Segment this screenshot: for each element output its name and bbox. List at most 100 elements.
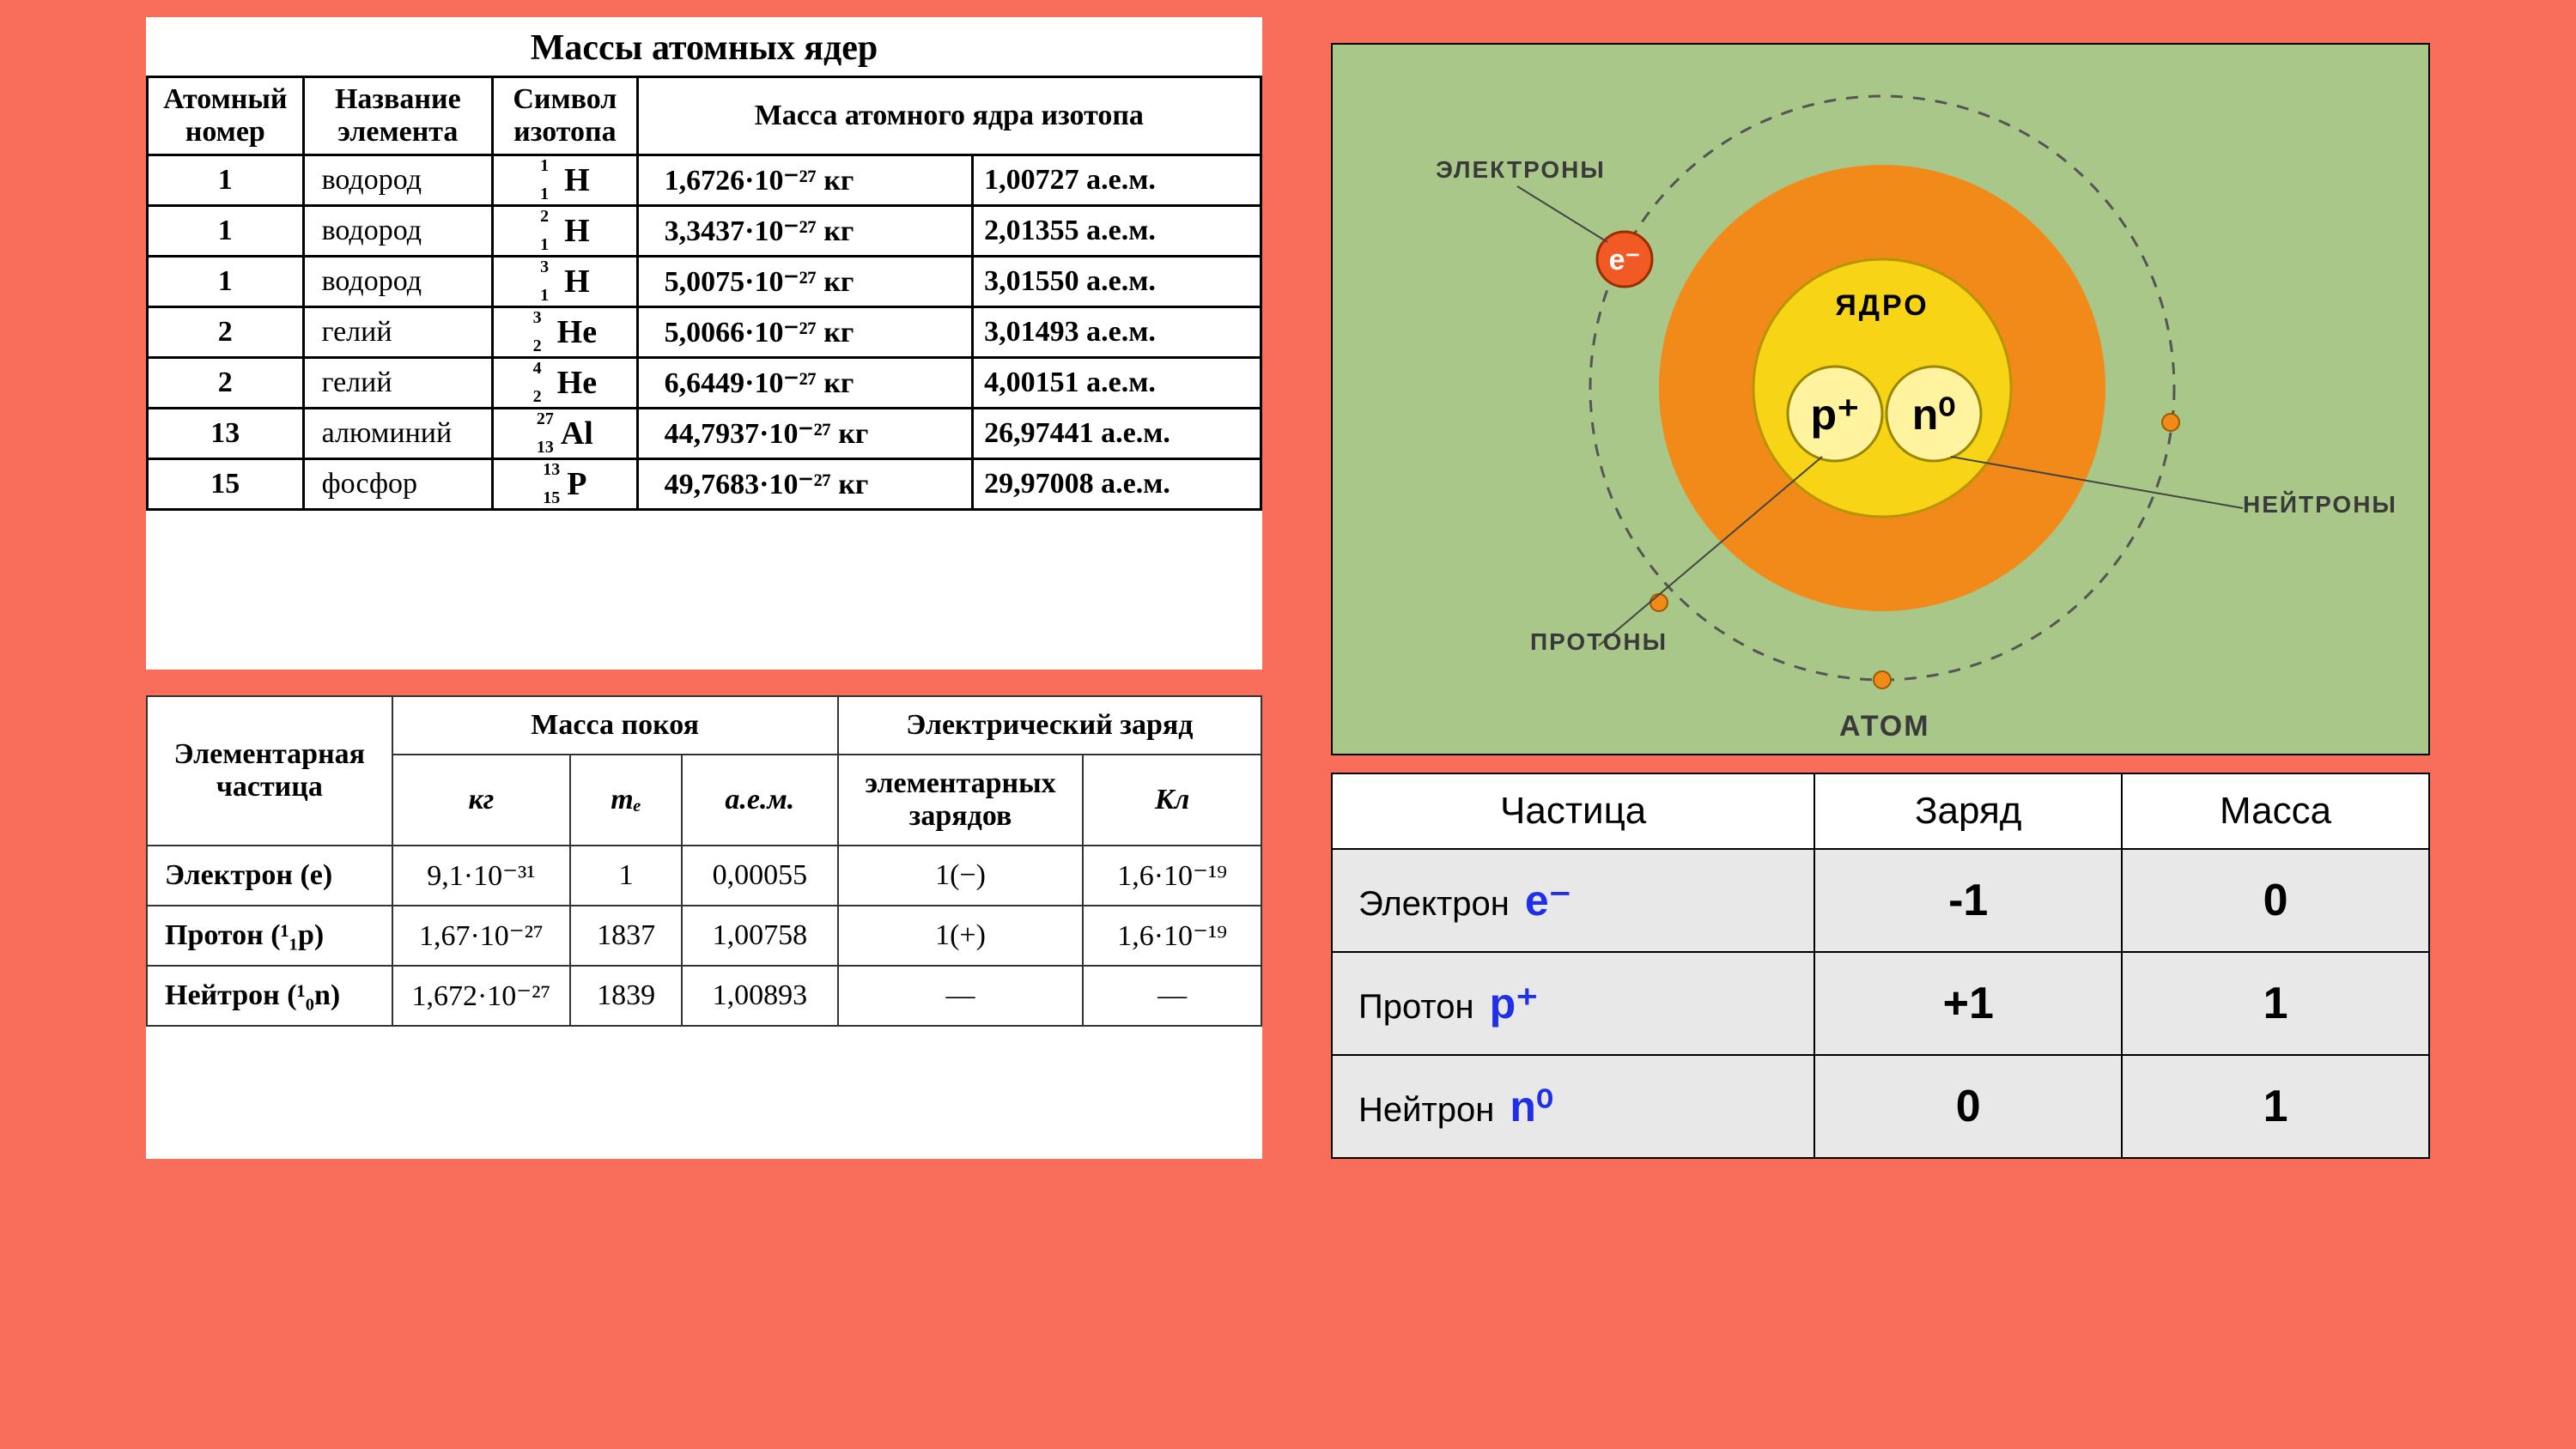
t1-name: фосфор [303, 459, 492, 510]
t1-sym: 1315P [493, 459, 638, 510]
t2-kl: — [1083, 966, 1261, 1026]
t1-name: водород [303, 257, 492, 307]
table-row: 2гелий42He6,6449·10⁻²⁷ кг4,00151 а.е.м. [148, 358, 1261, 409]
t3-mass: 1 [2122, 1055, 2429, 1158]
t1-kg: 3,3437·10⁻²⁷ кг [637, 206, 972, 257]
neutrons-text: НЕЙТРОНЫ [2243, 491, 2397, 518]
t2-kg: 1,672·10⁻²⁷ [392, 966, 571, 1026]
atom-diagram-panel: p⁺ n⁰ ЯДРО e⁻ ЭЛЕКТРОНЫ ПРОТОНЫ НЕЙТРОНЫ… [1331, 43, 2430, 755]
t1-sym: 21H [493, 206, 638, 257]
t2-h2b: mₑ [570, 755, 682, 846]
t1-aem: 2,01355 а.е.м. [973, 206, 1261, 257]
elementary-particles-panel: Элементарная частица Масса покоя Электри… [146, 695, 1262, 1159]
t1-num: 2 [148, 307, 304, 358]
t3-mass: 1 [2122, 952, 2429, 1055]
t3-name: Протонp⁺ [1332, 952, 1814, 1055]
t1-kg: 44,7937·10⁻²⁷ кг [637, 409, 972, 459]
t1-aem: 4,00151 а.е.м. [973, 358, 1261, 409]
nuclei-table-title: Массы атомных ядер [146, 17, 1262, 76]
t3-h1: Частица [1332, 773, 1814, 849]
electrons-text: ЭЛЕКТРОНЫ [1436, 156, 1606, 184]
t1-kg: 5,0066·10⁻²⁷ кг [637, 307, 972, 358]
t1-kg: 5,0075·10⁻²⁷ кг [637, 257, 972, 307]
particle-charge-mass-panel: Частица Заряд Масса Электронe⁻-10Протонp… [1331, 773, 2430, 1159]
nucleus-label: ЯДРО [1835, 289, 1929, 322]
t2-kg: 1,67·10⁻²⁷ [392, 906, 571, 966]
t1-num: 13 [148, 409, 304, 459]
t2-name: Электрон (e) [147, 846, 392, 906]
t1-num: 1 [148, 155, 304, 206]
t2-h3a: элементарных зарядов [838, 755, 1084, 846]
table-row: 1водород11H1,6726·10⁻²⁷ кг1,00727 а.е.м. [148, 155, 1261, 206]
t2-name: Протон (¹₁p) [147, 906, 392, 966]
t1-h3: Символ изотопа [493, 77, 638, 155]
t2-me: 1839 [570, 966, 682, 1026]
t2-me: 1837 [570, 906, 682, 966]
atom-diagram-svg: p⁺ n⁰ ЯДРО e⁻ [1333, 45, 2432, 757]
proton-label: p⁺ [1811, 391, 1860, 439]
t2-kg: 9,1·10⁻³¹ [392, 846, 571, 906]
t2-h2c: а.е.м. [682, 755, 838, 846]
t1-aem: 3,01493 а.е.м. [973, 307, 1261, 358]
t2-name: Нейтрон (¹₀n) [147, 966, 392, 1026]
t1-aem: 1,00727 а.е.м. [973, 155, 1261, 206]
t1-kg: 49,7683·10⁻²⁷ кг [637, 459, 972, 510]
table-row: Электрон (e)9,1·10⁻³¹10,000551(−)1,6·10⁻… [147, 846, 1261, 906]
t1-sym: 32He [493, 307, 638, 358]
t2-q: — [838, 966, 1084, 1026]
t3-charge: 0 [1814, 1055, 2122, 1158]
particle-charge-mass-table: Частица Заряд Масса Электронe⁻-10Протонp… [1331, 773, 2430, 1159]
table-row: Нейтронn⁰01 [1332, 1055, 2429, 1158]
t2-aem: 1,00893 [682, 966, 838, 1026]
t1-aem: 3,01550 а.е.м. [973, 257, 1261, 307]
t2-aem: 0,00055 [682, 846, 838, 906]
table-row: 13алюминий2713Al44,7937·10⁻²⁷ кг26,97441… [148, 409, 1261, 459]
electron-1-label: e⁻ [1609, 244, 1641, 276]
nuclei-mass-table: Атомный номер Название элемента Символ и… [146, 76, 1262, 511]
t3-charge: -1 [1814, 849, 2122, 952]
table-row: Протонp⁺+11 [1332, 952, 2429, 1055]
protons-text: ПРОТОНЫ [1530, 628, 1668, 656]
t1-num: 1 [148, 206, 304, 257]
atom-text: АТОМ [1839, 710, 1930, 743]
t1-h4: Масса атомного ядра изотопа [637, 77, 1261, 155]
table-row: Электронe⁻-10 [1332, 849, 2429, 952]
t1-h2: Название элемента [303, 77, 492, 155]
t1-kg: 6,6449·10⁻²⁷ кг [637, 358, 972, 409]
table-row: 1водород31H5,0075·10⁻²⁷ кг3,01550 а.е.м. [148, 257, 1261, 307]
t2-h1: Элементарная частица [147, 696, 392, 846]
t3-h2: Заряд [1814, 773, 2122, 849]
t1-num: 15 [148, 459, 304, 510]
nuclei-mass-table-panel: Массы атомных ядер Атомный номер Названи… [146, 17, 1262, 670]
elementary-particles-table: Элементарная частица Масса покоя Электри… [146, 695, 1262, 1027]
table-row: Протон (¹₁p)1,67·10⁻²⁷18371,007581(+)1,6… [147, 906, 1261, 966]
t3-charge: +1 [1814, 952, 2122, 1055]
table-row: 1водород21H3,3437·10⁻²⁷ кг2,01355 а.е.м. [148, 206, 1261, 257]
t1-name: водород [303, 206, 492, 257]
t1-sym: 2713Al [493, 409, 638, 459]
t2-me: 1 [570, 846, 682, 906]
t1-sym: 42He [493, 358, 638, 409]
t1-num: 2 [148, 358, 304, 409]
table-row: Нейтрон (¹₀n)1,672·10⁻²⁷18391,00893—— [147, 966, 1261, 1026]
t2-h2a: кг [392, 755, 571, 846]
t1-name: алюминий [303, 409, 492, 459]
t1-h1: Атомный номер [148, 77, 304, 155]
electron-marker-bottom [1874, 671, 1891, 688]
t3-h3: Масса [2122, 773, 2429, 849]
t3-name: Нейтронn⁰ [1332, 1055, 1814, 1158]
t2-kl: 1,6·10⁻¹⁹ [1083, 846, 1261, 906]
t1-name: гелий [303, 358, 492, 409]
t1-aem: 29,97008 а.е.м. [973, 459, 1261, 510]
t3-name: Электронe⁻ [1332, 849, 1814, 952]
t2-aem: 1,00758 [682, 906, 838, 966]
neutron-label: n⁰ [1912, 391, 1956, 439]
t2-h2: Масса покоя [392, 696, 838, 755]
t1-name: гелий [303, 307, 492, 358]
electron-marker-right [2162, 414, 2179, 431]
t2-h3b: Кл [1083, 755, 1261, 846]
electron-leadline [1517, 186, 1607, 242]
t1-kg: 1,6726·10⁻²⁷ кг [637, 155, 972, 206]
t2-q: 1(+) [838, 906, 1084, 966]
t1-num: 1 [148, 257, 304, 307]
